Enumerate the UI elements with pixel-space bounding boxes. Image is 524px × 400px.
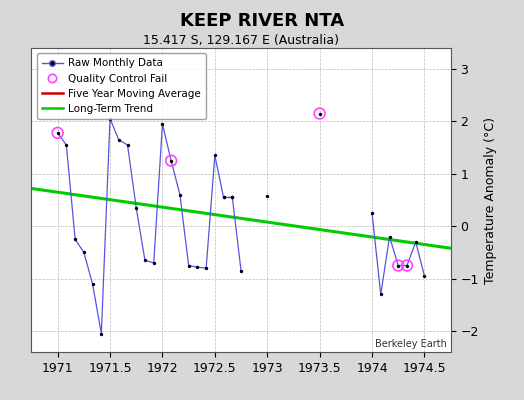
- Point: [420, 273, 429, 279]
- Point: [315, 110, 324, 117]
- Point: [211, 152, 219, 159]
- Title: 15.417 S, 129.167 E (Australia): 15.417 S, 129.167 E (Australia): [143, 34, 339, 47]
- Point: [167, 158, 176, 164]
- Point: [123, 142, 132, 148]
- Point: [53, 130, 62, 136]
- Text: KEEP RIVER NTA: KEEP RIVER NTA: [180, 12, 344, 30]
- Point: [193, 264, 202, 270]
- Point: [220, 194, 228, 200]
- Point: [97, 330, 105, 337]
- Y-axis label: Temperature Anomaly (°C): Temperature Anomaly (°C): [484, 116, 497, 284]
- Point: [132, 205, 140, 211]
- Point: [167, 158, 176, 164]
- Legend: Raw Monthly Data, Quality Control Fail, Five Year Moving Average, Long-Term Tren: Raw Monthly Data, Quality Control Fail, …: [37, 53, 206, 119]
- Point: [89, 281, 97, 287]
- Point: [115, 136, 123, 143]
- Point: [220, 194, 228, 200]
- Text: Berkeley Earth: Berkeley Earth: [375, 339, 446, 349]
- Point: [237, 268, 245, 274]
- Point: [377, 291, 385, 298]
- Point: [385, 234, 394, 240]
- Point: [106, 116, 114, 122]
- Point: [403, 262, 411, 269]
- Point: [368, 210, 376, 216]
- Point: [176, 192, 184, 198]
- Point: [394, 262, 402, 269]
- Point: [80, 249, 88, 256]
- Point: [62, 142, 71, 148]
- Point: [228, 194, 236, 200]
- Point: [263, 193, 271, 199]
- Point: [71, 236, 79, 242]
- Point: [315, 110, 324, 117]
- Point: [158, 121, 167, 127]
- Point: [149, 260, 158, 266]
- Point: [141, 257, 149, 264]
- Point: [403, 262, 411, 269]
- Point: [394, 262, 402, 269]
- Point: [53, 130, 62, 136]
- Point: [202, 265, 210, 271]
- Point: [228, 194, 236, 200]
- Point: [184, 262, 193, 269]
- Point: [411, 239, 420, 245]
